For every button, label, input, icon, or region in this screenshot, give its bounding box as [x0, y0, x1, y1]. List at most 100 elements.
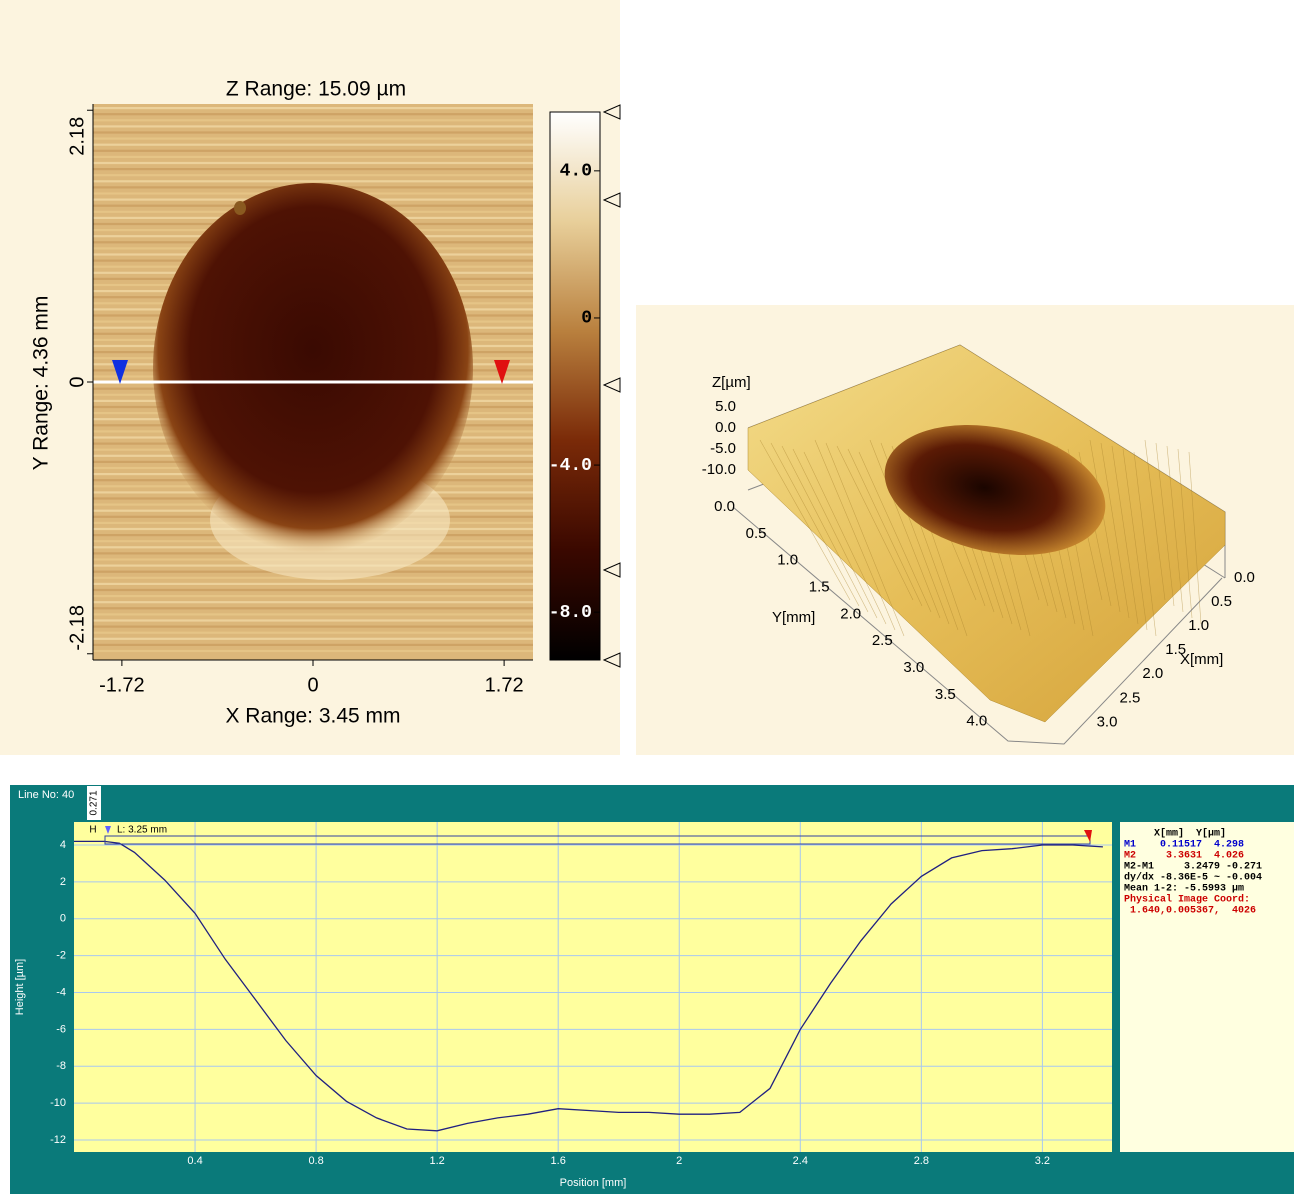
z-tick-label: -10.0	[702, 461, 736, 478]
image-streak	[93, 588, 533, 592]
image-streak	[93, 125, 533, 128]
y-tick-label: -6	[56, 1023, 66, 1035]
marker-m1	[105, 826, 111, 834]
colorbar-tick-label: -8.0	[549, 603, 592, 623]
colorbar-tick-label: 0	[581, 309, 592, 329]
image-streak	[93, 595, 533, 598]
y-label: Height [µm]	[14, 959, 26, 1015]
x-tick-label: 1.5	[1165, 641, 1186, 658]
info-line: M1 0.11517 4.298	[1124, 840, 1244, 851]
marker-length: L: 3.25 mm	[117, 825, 167, 836]
image-streak	[93, 149, 533, 152]
x-label: X Range: 3.45 mm	[225, 705, 400, 728]
info-line: Mean 1-2: -5.5993 µm	[1124, 884, 1244, 895]
image-streak	[93, 649, 533, 653]
surface-texture	[781, 445, 869, 613]
x-tick-label: 2.4	[793, 1155, 808, 1167]
y-label: Y[mm]	[772, 609, 815, 626]
image-streak	[93, 174, 533, 177]
surface-texture	[759, 439, 851, 601]
x-label: Position [mm]	[560, 1177, 627, 1189]
y-tick-label: -2.18	[66, 605, 88, 651]
colorbar-tick-label: -4.0	[549, 456, 592, 476]
image-streak	[93, 613, 533, 616]
image-streak	[93, 582, 533, 585]
colorbar-tick-label: 4.0	[560, 162, 592, 182]
surface-texture	[858, 451, 932, 613]
surface-texture	[1122, 448, 1148, 631]
x-tick-label: 2.0	[1142, 665, 1163, 682]
image-streak	[93, 643, 533, 646]
surface-texture	[1089, 439, 1121, 613]
surface-texture	[803, 451, 887, 625]
x-tick-label: 1.72	[485, 674, 524, 696]
colorbar	[549, 111, 601, 661]
range-handle	[602, 377, 621, 393]
x-label: X[mm]	[1180, 651, 1223, 668]
x-tick-label: 0.8	[308, 1155, 323, 1167]
image-streak	[93, 131, 533, 134]
x-tick-label: 2	[676, 1155, 682, 1167]
image-streak	[93, 143, 533, 146]
image-streak	[93, 180, 533, 183]
x-tick-label: 1.0	[1188, 617, 1209, 634]
y-tick-label: 1.0	[777, 552, 798, 569]
surface-texture	[770, 442, 860, 607]
y-tick-label: -2	[56, 950, 66, 962]
surface-texture	[836, 445, 914, 601]
surface-texture	[1144, 439, 1166, 601]
x-tick-label: 1.2	[430, 1155, 445, 1167]
marker-m2	[1084, 830, 1092, 842]
y-tick-label: 3.0	[903, 659, 924, 676]
image-streak	[93, 113, 533, 116]
crater-image	[153, 183, 473, 553]
range-handle	[602, 652, 621, 668]
info-line: M2 3.3631 4.026	[1124, 851, 1244, 862]
x-tick-label: 0.5	[1211, 593, 1232, 610]
range-handle	[602, 104, 621, 120]
surface-texture	[1177, 448, 1193, 619]
surface-texture	[825, 442, 905, 637]
surface-texture	[1155, 442, 1175, 607]
info-line: M2-M1 3.2479 -0.271	[1124, 862, 1262, 873]
x-tick-label: 3.0	[1097, 713, 1118, 730]
surface-chart: 5.00.0-5.0-10.00.00.51.01.52.02.53.03.54…	[702, 344, 1255, 745]
x-tick-label: 2.8	[914, 1155, 929, 1167]
surface-texture	[869, 439, 941, 619]
y-tick-label: 0.5	[746, 525, 767, 542]
box-front	[732, 506, 1223, 745]
marker-blue	[112, 360, 128, 384]
surface-texture	[1100, 442, 1130, 619]
x-tick-label: -1.72	[99, 674, 145, 696]
heatmap-chart: -1.72 0 1.72 -2.18 0 2.18 Z Range: 15.09 µm X R…	[30, 78, 621, 728]
y-tick-label: 2	[60, 876, 66, 888]
surface-texture	[814, 439, 896, 631]
line-number: Line No: 40	[18, 789, 74, 801]
y-tick-label: 1.5	[809, 578, 830, 595]
image-streak	[93, 619, 533, 622]
image-streak	[93, 607, 533, 610]
y-tick-label: -4	[56, 986, 66, 998]
image-streak	[93, 161, 533, 165]
x-tick-label: 3.2	[1035, 1155, 1050, 1167]
y-tick-label: 3.5	[935, 686, 956, 703]
surface-texture	[1133, 451, 1157, 637]
y-tick-label: -10	[50, 1097, 66, 1109]
z-label: Z[µm]	[712, 374, 751, 391]
crater-surface	[884, 425, 1106, 555]
y-tick-label: 0	[60, 913, 66, 925]
range-handle	[602, 192, 621, 208]
z-tick-label: -5.0	[710, 440, 736, 457]
y-tick-label: 0.0	[714, 498, 735, 515]
marker-red	[494, 360, 510, 384]
info-background	[1120, 822, 1294, 1152]
surface-texture	[1166, 445, 1184, 613]
info-line: Physical Image Coord:	[1124, 894, 1250, 906]
image-streak	[93, 168, 533, 171]
height-box	[87, 786, 101, 820]
x-tick-label: 0.4	[187, 1155, 202, 1167]
y-label: Y Range: 4.36 mm	[30, 296, 53, 471]
surface-texture	[792, 448, 878, 619]
